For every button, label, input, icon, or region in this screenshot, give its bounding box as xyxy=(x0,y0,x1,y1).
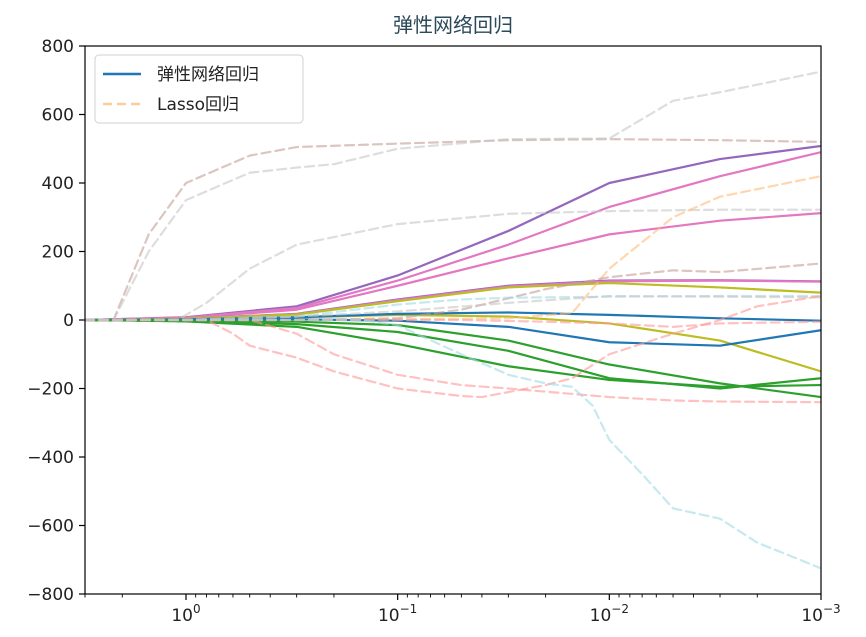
lasso-series-line-13 xyxy=(85,70,821,322)
x-tick-label-2: 10−2 xyxy=(590,602,629,626)
elastic-series-line-11 xyxy=(85,318,821,390)
y-tick-label-0: 800 xyxy=(42,37,74,57)
lasso-series-line-21 xyxy=(85,318,821,404)
y-tick-label-7: −600 xyxy=(27,517,74,537)
x-tick-label-0: 100 xyxy=(171,602,200,626)
legend: 弹性网络回归 Lasso回归 xyxy=(94,54,304,124)
legend-label-0: 弹性网络回归 xyxy=(157,65,259,85)
y-tick-label-2: 400 xyxy=(42,174,74,194)
lasso-series-line-22 xyxy=(85,318,821,570)
legend-box xyxy=(94,54,304,124)
y-tick-label-6: −400 xyxy=(27,448,74,468)
lasso-series-line-17 xyxy=(85,294,821,322)
chart-title: 弹性网络回归 xyxy=(393,13,513,37)
legend-label-1: Lasso回归 xyxy=(157,95,239,115)
x-tick-label-1: 10−1 xyxy=(378,602,417,626)
y-tick-label-1: 600 xyxy=(42,106,74,126)
y-tick-label-5: −200 xyxy=(27,380,74,400)
lasso-series-line-14 xyxy=(85,208,821,322)
lasso-series-line-12 xyxy=(85,138,821,322)
lasso-series-line-20 xyxy=(85,294,821,399)
x-tick-label-3: 10−3 xyxy=(801,602,840,626)
elastic-series-line-2 xyxy=(85,212,821,322)
y-tick-label-4: 0 xyxy=(63,311,74,331)
y-tick-label-3: 200 xyxy=(42,243,74,263)
y-tick-label-8: −800 xyxy=(27,585,74,605)
